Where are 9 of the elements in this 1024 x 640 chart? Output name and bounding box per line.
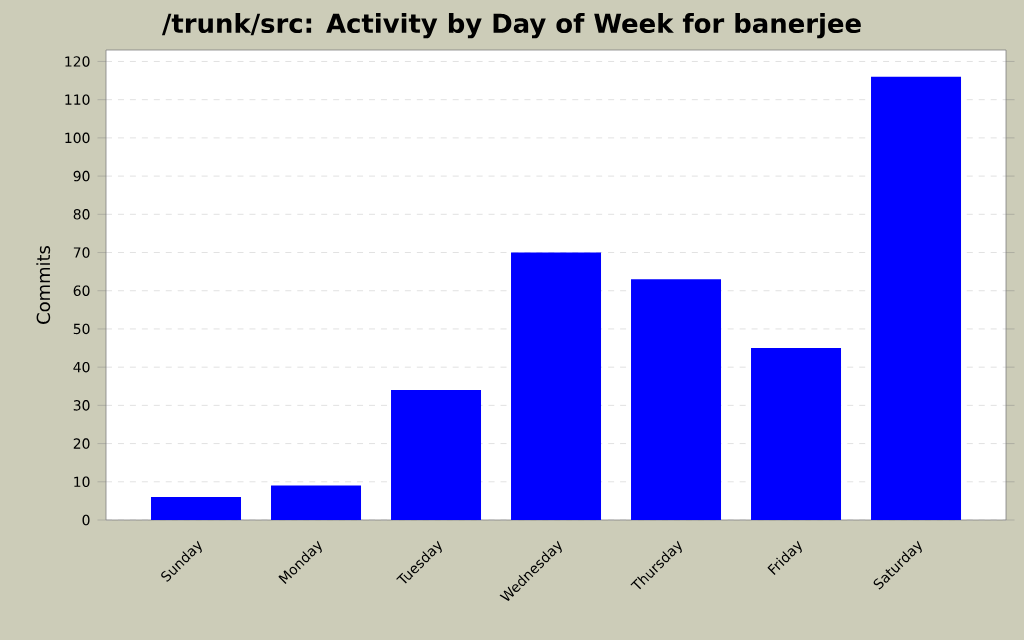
bar: [751, 348, 842, 520]
chart-title: /trunk/src: Activity by Day of Week for banerjee: [161, 13, 861, 39]
bar: [511, 252, 602, 520]
bar: [271, 485, 362, 520]
bar: [151, 497, 242, 520]
bar: [871, 76, 962, 520]
bar: [631, 279, 722, 520]
bar: [391, 390, 482, 520]
y-axis-title: Commits: [36, 245, 51, 324]
